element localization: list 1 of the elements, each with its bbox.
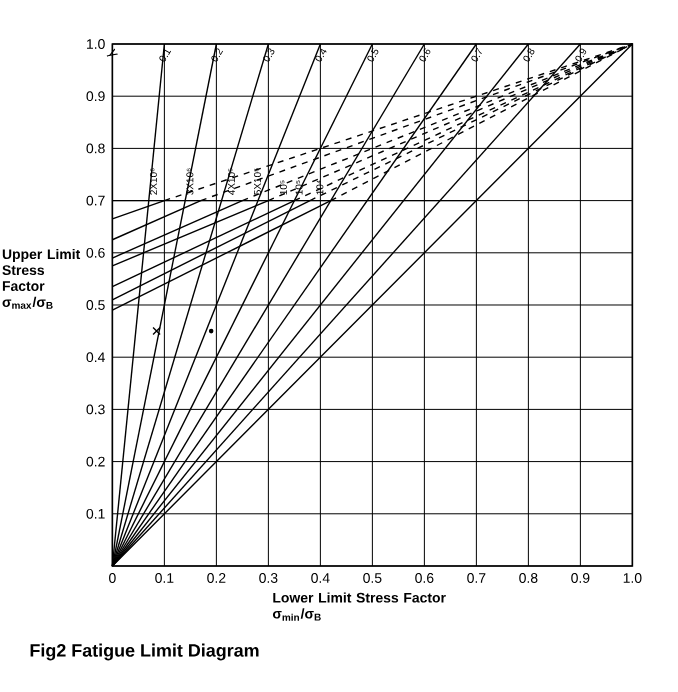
text: Fig2 Fatigue Limit Diagram xyxy=(30,643,259,661)
